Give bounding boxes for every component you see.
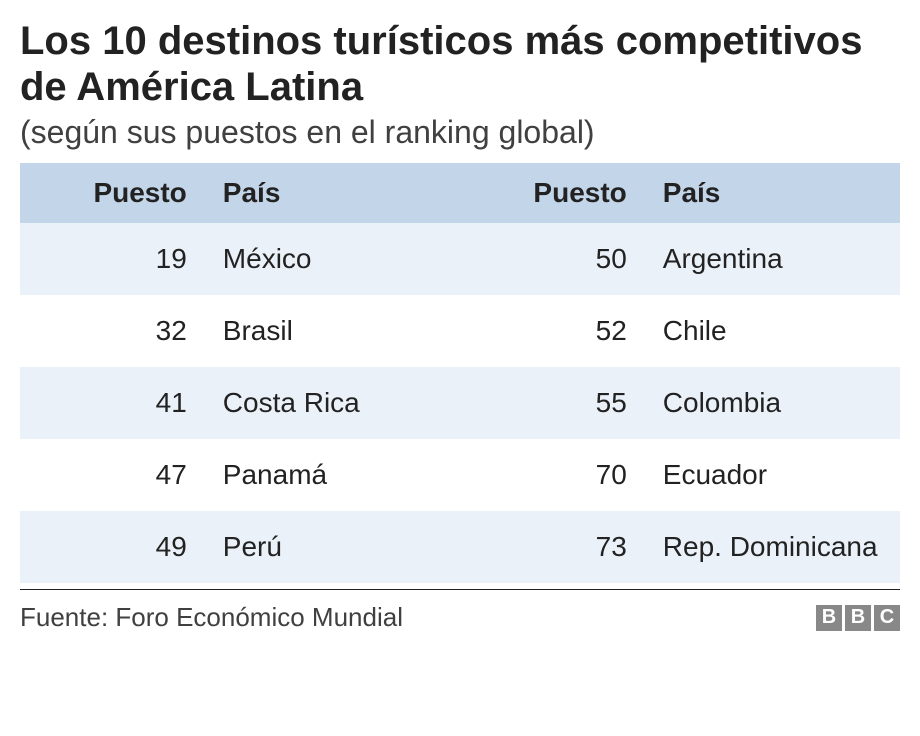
- country-cell: Brasil: [205, 295, 460, 367]
- country-cell: Perú: [205, 511, 460, 583]
- table-row: 49 Perú 73 Rep. Dominicana: [20, 511, 900, 583]
- rank-cell: 73: [460, 511, 645, 583]
- country-cell: Ecuador: [645, 439, 900, 511]
- rank-cell: 47: [20, 439, 205, 511]
- col-header-country-left: País: [205, 163, 460, 223]
- page-title: Los 10 destinos turísticos más competiti…: [20, 18, 900, 110]
- country-cell: Rep. Dominicana: [645, 511, 900, 583]
- rank-cell: 70: [460, 439, 645, 511]
- col-header-country-right: País: [645, 163, 900, 223]
- rank-cell: 32: [20, 295, 205, 367]
- table-row: 32 Brasil 52 Chile: [20, 295, 900, 367]
- country-cell: Colombia: [645, 367, 900, 439]
- table-row: 19 México 50 Argentina: [20, 223, 900, 295]
- source-label: Fuente: Foro Económico Mundial: [20, 602, 403, 633]
- rank-cell: 19: [20, 223, 205, 295]
- country-cell: México: [205, 223, 460, 295]
- col-header-rank-right: Puesto: [460, 163, 645, 223]
- logo-letter: B: [845, 605, 871, 631]
- page-subtitle: (según sus puestos en el ranking global): [20, 114, 900, 151]
- country-cell: Argentina: [645, 223, 900, 295]
- col-header-rank-left: Puesto: [20, 163, 205, 223]
- rank-cell: 49: [20, 511, 205, 583]
- table-row: 47 Panamá 70 Ecuador: [20, 439, 900, 511]
- rank-cell: 55: [460, 367, 645, 439]
- ranking-table: Puesto País Puesto País 19 México 50 Arg…: [20, 163, 900, 583]
- country-cell: Chile: [645, 295, 900, 367]
- table-row: 41 Costa Rica 55 Colombia: [20, 367, 900, 439]
- country-cell: Panamá: [205, 439, 460, 511]
- logo-letter: B: [816, 605, 842, 631]
- country-cell: Costa Rica: [205, 367, 460, 439]
- logo-letter: C: [874, 605, 900, 631]
- rank-cell: 50: [460, 223, 645, 295]
- table-header-row: Puesto País Puesto País: [20, 163, 900, 223]
- bbc-logo: B B C: [816, 605, 900, 631]
- rank-cell: 41: [20, 367, 205, 439]
- rank-cell: 52: [460, 295, 645, 367]
- footer: Fuente: Foro Económico Mundial B B C: [20, 589, 900, 633]
